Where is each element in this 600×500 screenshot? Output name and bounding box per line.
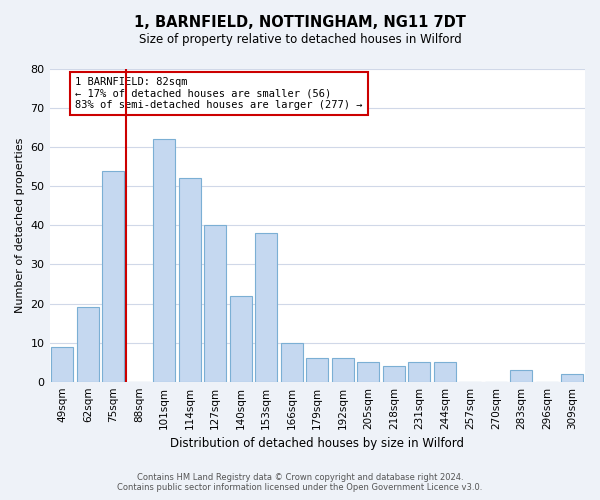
Text: 1, BARNFIELD, NOTTINGHAM, NG11 7DT: 1, BARNFIELD, NOTTINGHAM, NG11 7DT <box>134 15 466 30</box>
Text: Contains HM Land Registry data © Crown copyright and database right 2024.
Contai: Contains HM Land Registry data © Crown c… <box>118 473 482 492</box>
Bar <box>511 370 532 382</box>
Bar <box>281 342 302 382</box>
Bar <box>230 296 251 382</box>
Bar <box>383 366 404 382</box>
Bar <box>205 226 226 382</box>
Bar <box>332 358 353 382</box>
Bar <box>52 346 73 382</box>
Bar <box>77 308 98 382</box>
Y-axis label: Number of detached properties: Number of detached properties <box>15 138 25 313</box>
Bar <box>256 233 277 382</box>
Bar <box>103 170 124 382</box>
X-axis label: Distribution of detached houses by size in Wilford: Distribution of detached houses by size … <box>170 437 464 450</box>
Text: Size of property relative to detached houses in Wilford: Size of property relative to detached ho… <box>139 32 461 46</box>
Bar <box>307 358 328 382</box>
Bar <box>179 178 200 382</box>
Bar <box>434 362 455 382</box>
Text: 1 BARNFIELD: 82sqm
← 17% of detached houses are smaller (56)
83% of semi-detache: 1 BARNFIELD: 82sqm ← 17% of detached hou… <box>75 77 362 110</box>
Bar <box>154 140 175 382</box>
Bar <box>358 362 379 382</box>
Bar <box>562 374 583 382</box>
Bar <box>409 362 430 382</box>
